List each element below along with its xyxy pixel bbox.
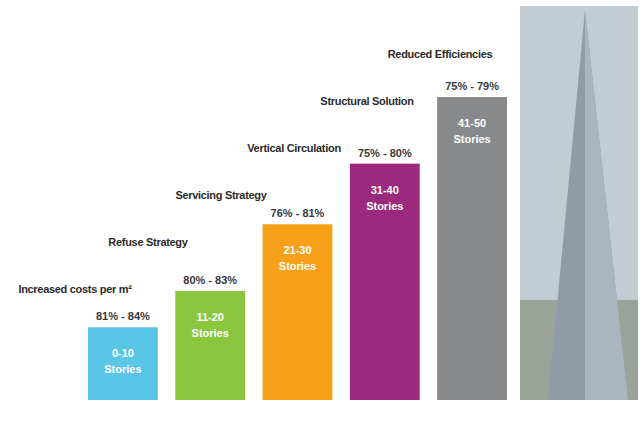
bar [263,224,333,400]
category-label: 31-40Stories [366,184,403,212]
annotation: Reduced Efficiencies [388,48,493,60]
range-label: 76% - 81% [271,207,325,219]
bar [175,291,245,400]
range-label: 81% - 84% [96,310,150,322]
annotation: Servicing Strategy [175,189,267,201]
range-label: 75% - 79% [445,80,499,92]
annotation: Structural Solution [320,95,414,107]
photo [520,6,638,400]
photo-ground [520,6,638,400]
chart: 0-10Stories 11-20Stories 21-30Stories 31-40… [0,0,644,431]
category-label: 11-20Stories [192,311,229,339]
category-label: 21-30Stories [279,244,316,272]
category-label: 0-10Stories [104,347,141,375]
bar [437,97,507,400]
bars [88,97,507,400]
range-label: 75% - 80% [358,147,412,159]
bar [88,327,158,400]
annotation: Increased costs per m² [18,283,132,295]
annotation: Vertical Circulation [247,142,341,154]
category-label: 41-50Stories [453,117,490,145]
annotation: Refuse Strategy [108,236,188,248]
bar [350,164,420,400]
photo-tower [548,10,628,400]
labels: 0-10Stories 11-20Stories 21-30Stories 31-40… [18,48,499,375]
photo-tower-face [585,10,628,400]
range-label: 80% - 83% [183,274,237,286]
